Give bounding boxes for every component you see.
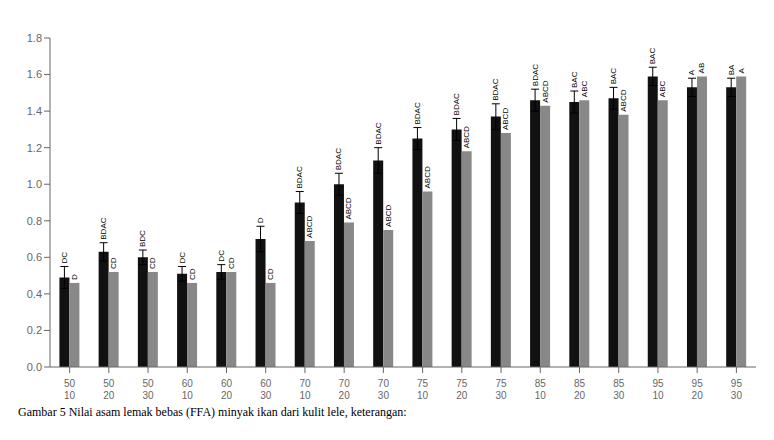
svg-text:5010: 5010: [64, 378, 76, 401]
svg-text:ABCD: ABCD: [619, 89, 628, 111]
svg-text:BAC: BAC: [648, 48, 657, 65]
svg-text:CD: CD: [266, 268, 275, 280]
svg-text:BDAC: BDAC: [374, 122, 383, 144]
svg-text:0.2: 0.2: [27, 324, 42, 336]
svg-text:CD: CD: [148, 257, 157, 269]
svg-text:1.0: 1.0: [27, 178, 42, 190]
svg-text:ABCD: ABCD: [462, 126, 471, 148]
svg-text:6030: 6030: [260, 378, 272, 401]
svg-text:0.8: 0.8: [27, 215, 42, 227]
svg-text:6010: 6010: [182, 378, 194, 401]
svg-text:BAC: BAC: [570, 71, 579, 88]
svg-text:0.4: 0.4: [27, 288, 42, 300]
svg-text:8520: 8520: [574, 378, 586, 401]
svg-text:BDC: BDC: [138, 230, 147, 247]
svg-text:9530: 9530: [731, 378, 743, 401]
svg-text:7030: 7030: [378, 378, 390, 401]
svg-text:BA: BA: [727, 64, 736, 75]
svg-text:0.6: 0.6: [27, 251, 42, 263]
svg-text:6020: 6020: [221, 378, 233, 401]
html-text:Gambar 5 Nilai asam lemak beba: Gambar 5 Nilai asam lemak bebas (FFA) mi…: [18, 405, 407, 419]
svg-text:ABCD: ABCD: [501, 108, 510, 130]
svg-text:7520: 7520: [456, 378, 468, 401]
svg-text:BDAC: BDAC: [295, 166, 304, 188]
svg-text:D: D: [256, 217, 265, 223]
svg-text:CD: CD: [188, 268, 197, 280]
svg-text:BDAC: BDAC: [334, 148, 343, 170]
svg-text:ABCD: ABCD: [305, 215, 314, 237]
svg-text:ABCD: ABCD: [423, 166, 432, 188]
svg-text:ABCD: ABCD: [384, 204, 393, 226]
svg-text:8510: 8510: [535, 378, 547, 401]
svg-text:7020: 7020: [339, 378, 351, 401]
svg-text:A: A: [687, 69, 696, 75]
svg-text:7510: 7510: [417, 378, 429, 401]
svg-text:ABCD: ABCD: [344, 197, 353, 219]
svg-text:9520: 9520: [692, 378, 704, 401]
svg-text:D: D: [70, 274, 79, 280]
svg-text:ABCD: ABCD: [541, 80, 550, 102]
svg-text:9510: 9510: [652, 378, 664, 401]
svg-text:AB: AB: [697, 63, 706, 74]
svg-text:BDAC: BDAC: [413, 102, 422, 124]
svg-text:5030: 5030: [142, 378, 154, 401]
svg-text:BDAC: BDAC: [99, 217, 108, 239]
svg-text:CD: CD: [109, 257, 118, 269]
svg-text:7010: 7010: [299, 378, 311, 401]
svg-text:ABC: ABC: [580, 80, 589, 97]
svg-text:DC: DC: [178, 252, 187, 264]
svg-text:5020: 5020: [103, 378, 115, 401]
svg-text:BDAC: BDAC: [491, 78, 500, 100]
svg-text:1.4: 1.4: [27, 105, 42, 117]
svg-text:A: A: [737, 67, 746, 73]
svg-text:DC: DC: [217, 250, 226, 262]
svg-text:CD: CD: [227, 257, 236, 269]
svg-text:0.0: 0.0: [27, 361, 42, 373]
svg-text:1.2: 1.2: [27, 142, 42, 154]
svg-text:DC: DC: [60, 252, 69, 264]
svg-text:1.6: 1.6: [27, 68, 42, 80]
svg-text:BDAC: BDAC: [531, 64, 540, 86]
svg-text:8530: 8530: [613, 378, 625, 401]
svg-text:ABC: ABC: [658, 80, 667, 97]
svg-text:1.8: 1.8: [27, 32, 42, 44]
svg-text:7530: 7530: [495, 378, 507, 401]
svg-text:BDAC: BDAC: [452, 93, 461, 115]
svg-text:BAC: BAC: [609, 68, 618, 85]
